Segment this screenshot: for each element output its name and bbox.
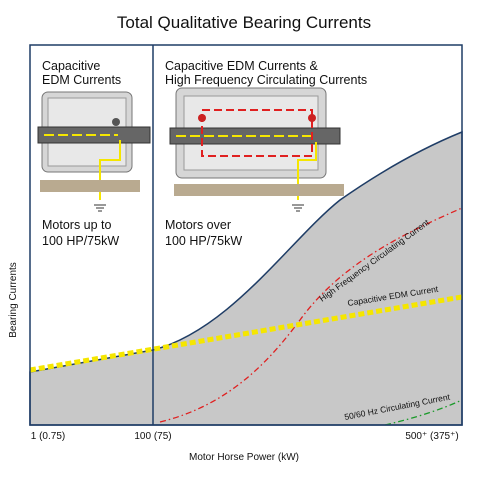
total-current-area [29, 130, 463, 426]
motor-small [37, 91, 151, 212]
panel-heading: Capacitive [42, 59, 100, 73]
motor-size: 100 HP/75kW [42, 234, 119, 248]
x-tick-label: 500⁺ (375⁺) [405, 431, 458, 442]
motor-size: Motors over [165, 218, 231, 232]
motor-size: 100 HP/75kW [165, 234, 242, 248]
lf-curve [384, 399, 463, 426]
title: Total Qualitative Bearing Currents [117, 13, 371, 32]
motor-large [169, 87, 344, 212]
motor-size: Motors up to [42, 218, 112, 232]
x-tick-label: 1 (0.75) [31, 431, 65, 442]
edm-curve [29, 294, 463, 373]
x-tick-label: 100 (75) [134, 431, 171, 442]
panel-heading: EDM Currents [42, 73, 121, 87]
panel-heading: Capacitive EDM Currents & [165, 59, 318, 73]
hf-curve [159, 207, 463, 423]
frame [29, 44, 463, 426]
y-axis-label: Bearing Currents [8, 262, 19, 338]
panel-heading: High Frequency Circulating Currents [165, 73, 367, 87]
x-axis-label: Motor Horse Power (kW) [189, 452, 299, 463]
